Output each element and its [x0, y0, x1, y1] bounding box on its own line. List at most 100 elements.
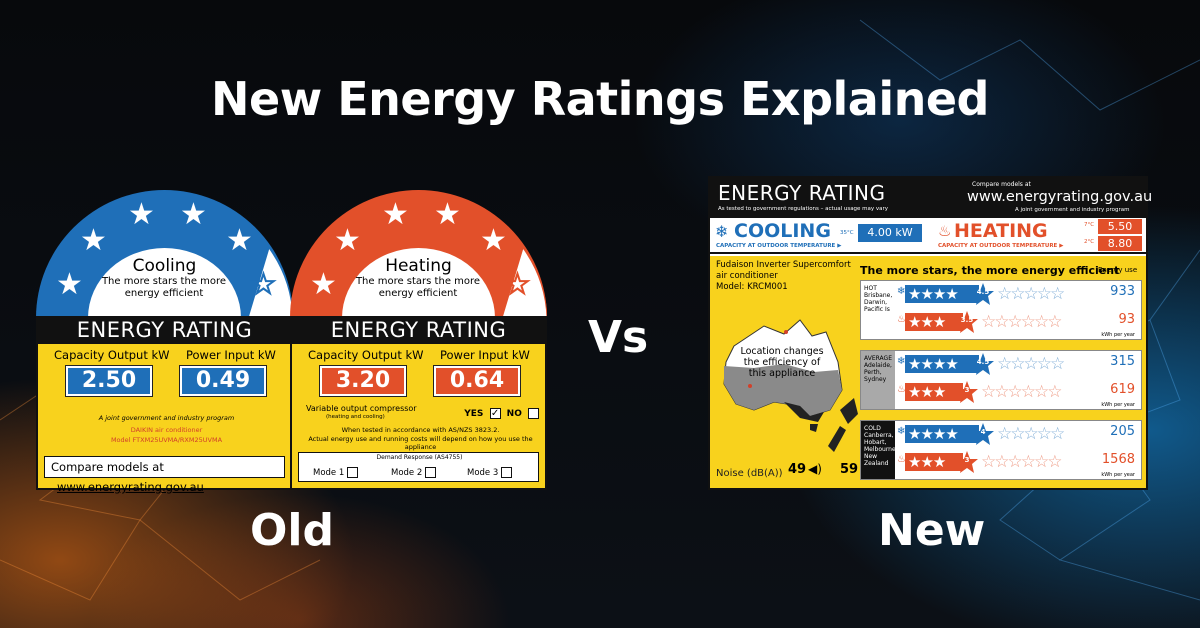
kwh-unit-label: kWh per year: [1101, 332, 1135, 338]
heat-filled-stars: ★★★: [905, 383, 963, 401]
cooling-title: COOLING: [734, 220, 831, 242]
heat-rating-row: ♨ ★★★ 3 ☆☆☆☆☆☆ 619: [897, 381, 1141, 403]
zone-label: HOT Brisbane, Darwin, Pacific Is: [861, 281, 895, 339]
compare-models-box: Compare models at www.energyrating.gov.a…: [44, 456, 285, 494]
climate-zone-map: [723, 319, 858, 452]
zone-label: AVERAGE Adelaide, Perth, Sydney: [861, 351, 895, 409]
heating-info-panel: Capacity Output kW Power Input kW 3.20 0…: [290, 344, 547, 490]
cool-empty-stars: ☆☆☆☆☆: [997, 354, 1065, 374]
kwh-unit-label: kWh per year: [1101, 472, 1135, 478]
heat-energy-use-value: 619: [1110, 382, 1135, 397]
svg-text:☆: ☆: [250, 267, 277, 302]
climate-zone-average: AVERAGE Adelaide, Perth, Sydney ❄ ★★★★ 4.5 ☆…: [860, 350, 1142, 410]
snowflake-icon: ❄: [897, 356, 906, 367]
joint-note: A joint government and industry program: [1015, 207, 1130, 213]
old-cooling-label: ★ ★ ★ ★ ★ ☆ Cooling The more stars the m…: [36, 190, 293, 494]
heat-rating-row: ♨ ★★★ 3.5 ☆☆☆☆☆☆ 93: [897, 311, 1141, 333]
yes-no-selector: YES ✓ NO: [464, 408, 539, 419]
mode-1-checkbox-icon: [347, 467, 359, 478]
brand-line: DAIKIN air conditioner: [130, 426, 203, 434]
heat-empty-stars: ☆☆☆☆☆☆: [981, 312, 1062, 332]
cool-empty-stars: ☆☆☆☆☆: [997, 424, 1065, 444]
heat-wave-icon: ♨: [897, 314, 906, 325]
model-line-2: air conditioner: [716, 271, 778, 281]
speaker-icon: ◀): [808, 462, 822, 476]
heat-star-rating-badge: 3.5: [955, 310, 979, 334]
mode-1-label: Mode 1: [313, 468, 345, 478]
compressor-line: Variable output compressor: [306, 404, 417, 413]
new-energy-label: ENERGY RATING As tested to government re…: [708, 176, 1152, 490]
heating-kw-1: 5.50 kW: [1098, 219, 1142, 248]
cool-rating-row: ❄ ★★★★ 4 ☆☆☆☆☆ 205: [897, 423, 1141, 445]
mode-2-label: Mode 2: [391, 468, 423, 478]
heat-star-rating-badge: 3: [955, 450, 979, 474]
svg-text:☆: ☆: [504, 267, 531, 302]
climate-zone-hot: HOT Brisbane, Darwin, Pacific Is ❄ ★★★★ 4.5…: [860, 280, 1142, 340]
mode-2-checkbox-icon: [425, 467, 437, 478]
cooling-subtitle: The more stars the more energy efficient: [101, 276, 227, 299]
map-note: Location changes the efficiency of this …: [740, 346, 824, 379]
kwh-unit-label: kWh per year: [1101, 402, 1135, 408]
heating-sub: CAPACITY AT OUTDOOR TEMPERATURE ▶: [938, 243, 1064, 249]
cooling-kw: 4.00 kW: [858, 224, 922, 242]
program-note: A joint government and industry program: [98, 414, 235, 422]
svg-text:★: ★: [80, 223, 107, 258]
cool-star-rating-badge: 4.5: [971, 282, 995, 306]
model-line-3: Model: KRCM001: [716, 282, 788, 292]
heat-filled-stars: ★★★: [905, 453, 963, 471]
cooling-temp: 35°C: [840, 230, 854, 236]
tested-line-2: Actual energy use and running costs will…: [308, 435, 533, 451]
cool-energy-use-value: 933: [1110, 284, 1135, 299]
new-label-body: Fudaison Inverter Supercomfort air condi…: [710, 256, 1146, 488]
svg-text:★: ★: [434, 197, 461, 232]
cooling-title: Cooling: [132, 256, 197, 276]
cool-filled-stars: ★★★★: [905, 355, 979, 373]
svg-text:★: ★: [56, 267, 83, 302]
noise-label: Noise (dB(A)): [716, 468, 783, 479]
heat-wave-icon: ♨: [938, 222, 952, 240]
yes-checkbox-checked-icon: ✓: [489, 408, 501, 419]
heat-rating-row: ♨ ★★★ 3 ☆☆☆☆☆☆ 1568: [897, 451, 1141, 473]
snowflake-icon: ❄: [897, 286, 906, 297]
cool-star-rating-badge: 4: [971, 422, 995, 446]
cool-rating-row: ❄ ★★★★ 4.5 ☆☆☆☆☆ 933: [897, 283, 1141, 305]
heating-title: HEATING: [954, 220, 1048, 242]
heating-temp-2: 2°C: [1084, 239, 1095, 245]
caption-new: New: [878, 505, 986, 556]
capacity-strip: ❄ COOLING CAPACITY AT OUTDOOR TEMPERATUR…: [710, 218, 1146, 265]
snowflake-icon: ❄: [897, 426, 906, 437]
noise-outdoor: 59: [840, 462, 859, 477]
svg-text:★: ★: [128, 197, 155, 232]
compare-url: www.energyrating.gov.au: [967, 189, 1153, 205]
heat-energy-use-value: 1568: [1101, 452, 1135, 467]
capacity-value: 3.20: [319, 365, 407, 397]
compare-prefix: Compare models at: [972, 181, 1031, 188]
header-title: ENERGY RATING: [718, 181, 886, 205]
more-stars-heading: The more stars, the more energy efficien…: [860, 264, 1120, 277]
heat-energy-use-value: 93: [1118, 312, 1135, 327]
yes-label: YES: [464, 409, 484, 419]
tested-line-1: When tested in accordance with AS/NZS 38…: [341, 426, 500, 434]
heat-wave-icon: ♨: [897, 454, 906, 465]
noise-indoor: 49: [788, 462, 807, 477]
svg-text:★: ★: [180, 197, 207, 232]
climate-zone-cold: COLD Canberra, Hobart, Melbourne, New Ze…: [860, 420, 1142, 480]
energy-rating-banner: ENERGY RATING: [36, 316, 293, 344]
no-checkbox-icon: [528, 408, 539, 419]
model-info: Fudaison Inverter Supercomfort air condi…: [716, 260, 856, 293]
heating-title: Heating: [385, 256, 452, 276]
mode-3-label: Mode 3: [467, 468, 499, 478]
svg-text:★: ★: [226, 223, 253, 258]
compare-url: www.energyrating.gov.au: [57, 480, 204, 494]
model-line: Model FTXM25UVMA/RXM25UVMA: [110, 436, 223, 444]
cool-rating-row: ❄ ★★★★ 4.5 ☆☆☆☆☆ 315: [897, 353, 1141, 375]
snowflake-icon: ❄: [715, 222, 729, 241]
power-label: Power Input kW: [186, 348, 276, 362]
cooling-sub: CAPACITY AT OUTDOOR TEMPERATURE ▶: [716, 243, 842, 249]
heat-wave-icon: ♨: [897, 384, 906, 395]
heat-empty-stars: ☆☆☆☆☆☆: [981, 382, 1062, 402]
demand-response-title: Demand Response (AS4755): [376, 454, 463, 461]
page-title: New Energy Ratings Explained: [211, 72, 989, 126]
capacity-value: 2.50: [65, 365, 153, 397]
heating-star-dome: ★ ★ ★ ★ ★ ☆: [290, 190, 547, 318]
